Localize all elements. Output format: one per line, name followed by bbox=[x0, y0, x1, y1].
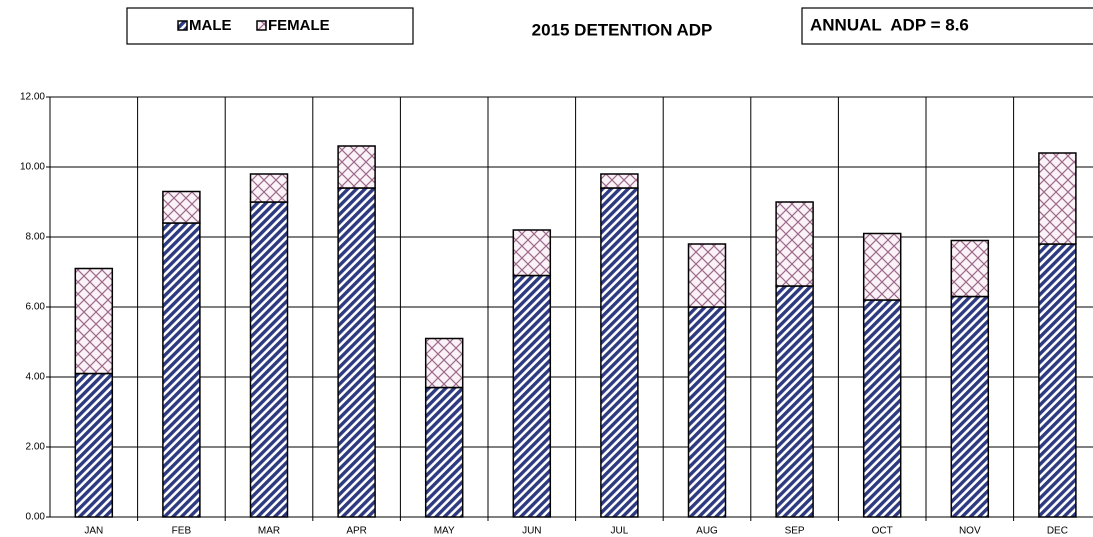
x-tick-label: SEP bbox=[785, 526, 805, 537]
x-tick-label: OCT bbox=[872, 526, 893, 537]
y-tick-label: 4.00 bbox=[26, 372, 46, 383]
x-tick-label: NOV bbox=[959, 526, 981, 537]
annotation-box bbox=[801, 7, 1093, 45]
bar-segment bbox=[512, 229, 552, 277]
bar-segment bbox=[249, 201, 289, 518]
x-tick-label: JUN bbox=[522, 526, 541, 537]
x-tick-label: AUG bbox=[696, 526, 718, 537]
bar-segment bbox=[862, 299, 902, 518]
bar-segment bbox=[74, 372, 114, 518]
bar-segment bbox=[950, 295, 990, 518]
legend-swatch bbox=[177, 20, 188, 31]
chart-title: 2015 DETENTION ADP bbox=[532, 20, 713, 39]
x-tick-label: MAY bbox=[434, 526, 455, 537]
y-tick-label: 12.00 bbox=[20, 92, 45, 103]
bar-segment bbox=[775, 201, 814, 287]
x-tick-label: FEB bbox=[172, 526, 192, 537]
bar-segment bbox=[775, 285, 814, 518]
bar-segment bbox=[600, 173, 639, 189]
annotation: ANNUAL ADP = 8.6 bbox=[810, 15, 969, 34]
bar-segment bbox=[74, 267, 114, 375]
x-tick-label: APR bbox=[346, 526, 367, 537]
bar-segment bbox=[337, 187, 376, 518]
bar-segment bbox=[162, 190, 201, 224]
bar-segment bbox=[162, 222, 201, 518]
legend-label: FEMALE bbox=[268, 17, 330, 34]
y-tick-label: 2.00 bbox=[26, 442, 46, 453]
bar-segment bbox=[600, 187, 639, 518]
bar-segment bbox=[687, 306, 727, 518]
bar-segment bbox=[687, 243, 727, 308]
bar-segment bbox=[512, 274, 552, 518]
x-tick-label: JAN bbox=[84, 526, 103, 537]
bar-segment bbox=[337, 145, 376, 189]
y-tick-label: 8.00 bbox=[26, 232, 46, 243]
bar-segment bbox=[950, 239, 990, 298]
bar-segment bbox=[249, 173, 289, 203]
y-tick-label: 0.00 bbox=[26, 512, 46, 523]
y-tick-label: 10.00 bbox=[20, 162, 45, 173]
y-tick-label: 6.00 bbox=[26, 302, 46, 313]
legend-label: MALE bbox=[189, 17, 232, 34]
bar-segment bbox=[1038, 152, 1077, 245]
x-tick-label: MAR bbox=[258, 526, 280, 537]
bar-segment bbox=[1038, 243, 1077, 518]
legend-swatch bbox=[256, 20, 267, 31]
bar-segment bbox=[424, 337, 464, 389]
legend-box bbox=[126, 7, 414, 45]
x-tick-label: JUL bbox=[611, 526, 629, 537]
bar-segment bbox=[424, 386, 464, 518]
bar-segment bbox=[862, 232, 902, 301]
x-tick-label: DEC bbox=[1047, 526, 1068, 537]
